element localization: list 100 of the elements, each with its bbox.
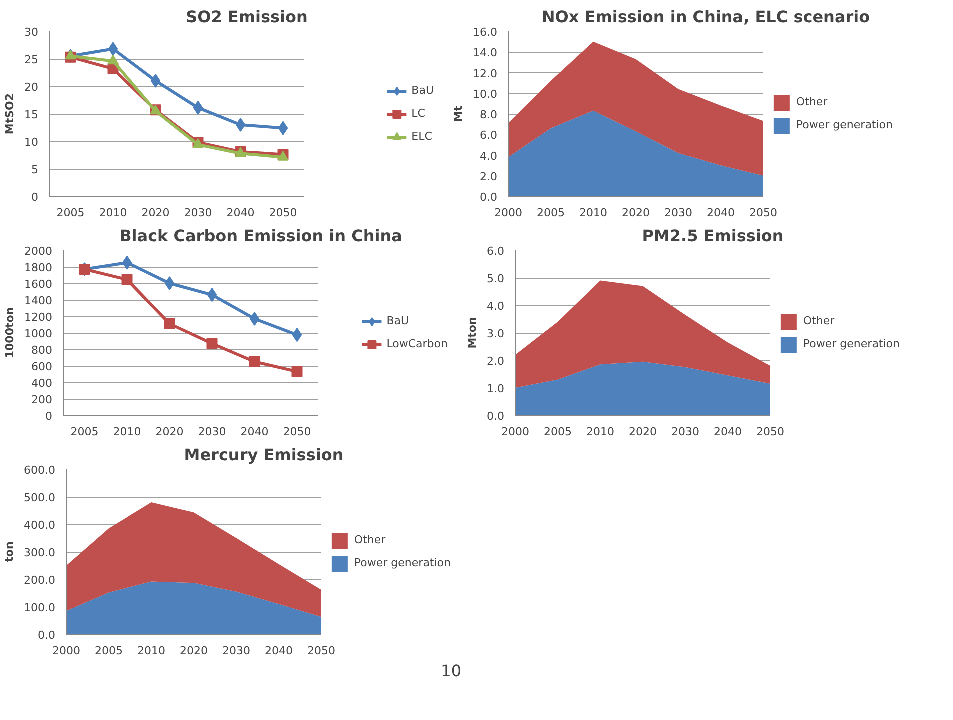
y-tick-label: 2000 (24, 245, 53, 258)
x-tick-label: 2020 (156, 426, 184, 438)
point (249, 356, 260, 368)
x-tick-label: 2040 (714, 426, 742, 438)
legend-label: Power generation (803, 338, 900, 350)
y-tick-label: 15 (24, 108, 39, 122)
y-tick-label: 2.0 (480, 170, 498, 184)
x-tick-label: 2030 (222, 644, 251, 658)
x-tick-label: 2040 (707, 206, 736, 220)
y-tick-label: 600.0 (24, 464, 56, 477)
x-tick-label: 2020 (142, 206, 170, 220)
x-tick-label: 2050 (756, 426, 785, 438)
y-tick-label: 0.0 (38, 629, 56, 642)
x-tick-label: 2010 (99, 206, 128, 220)
x-tick-label: 2010 (138, 644, 166, 658)
y-axis-title: MtSO2 (4, 93, 17, 135)
y-tick-label: 600 (32, 360, 53, 374)
legend-label: LowCarbon (386, 338, 448, 350)
y-tick-label: 8.0 (480, 108, 498, 122)
x-tick-label: 2030 (184, 206, 212, 220)
y-tick-label: 200.0 (24, 574, 56, 587)
y-tick-label: 0.0 (487, 410, 505, 423)
y-tick-label: 20 (24, 81, 39, 94)
y-tick-label: 4.0 (487, 300, 505, 313)
point (292, 328, 302, 342)
chart-title: Mercury Emission (184, 446, 344, 464)
x-tick-label: 2005 (70, 426, 99, 438)
y-axis-title: 1000ton (4, 307, 17, 359)
y-tick-label: 4.0 (480, 150, 498, 163)
y-tick-label: 300.0 (24, 546, 56, 560)
y-tick-label: 1600 (24, 278, 53, 291)
chart-title: NOx Emission in China, ELC scenario (542, 8, 870, 26)
legend-label: Other (803, 314, 835, 328)
y-tick-label: 5 (32, 164, 38, 176)
point (65, 50, 76, 60)
point (207, 288, 218, 302)
text: 10 (441, 662, 462, 680)
y-tick-label: 100.0 (24, 602, 56, 614)
x-tick-label: 2040 (226, 206, 255, 220)
x-tick-label: 2000 (52, 644, 81, 658)
point (236, 118, 246, 132)
x-tick-label: 2020 (180, 644, 208, 658)
point (108, 54, 119, 65)
legend-label: Other (796, 96, 828, 108)
x-tick-label: 2030 (198, 426, 226, 438)
point (108, 42, 118, 56)
y-tick-label: 1.0 (487, 382, 505, 396)
y-tick-label: 0 (46, 410, 52, 423)
x-tick-label: 2040 (265, 644, 294, 658)
legend-label: Other (354, 534, 386, 546)
y-tick-label: 6.0 (487, 245, 505, 258)
y-tick-label: 400.0 (24, 519, 56, 532)
x-tick-label: 2020 (629, 426, 658, 438)
y-tick-label: 25 (24, 54, 39, 66)
y-tick-label: 1800 (24, 262, 53, 274)
legend-label: ELC (412, 130, 432, 143)
y-tick-label: 6.0 (480, 129, 498, 142)
x-tick-label: 2050 (308, 644, 336, 658)
y-tick-label: 500.0 (24, 492, 56, 504)
point (250, 312, 260, 326)
y-tick-label: 1000 (24, 328, 53, 340)
y-tick-label: 30 (24, 26, 39, 39)
y-tick-label: 3.0 (487, 328, 505, 340)
x-tick-label: 2000 (502, 426, 530, 438)
y-axis-title: ton (3, 542, 16, 562)
y-tick-label: 400 (32, 377, 53, 390)
point (292, 366, 303, 378)
y-tick-label: 14.0 (473, 46, 498, 60)
y-tick-label: 800 (32, 344, 53, 357)
x-tick-label: 2030 (664, 206, 693, 220)
x-tick-label: 2005 (544, 426, 572, 438)
y-tick-label: 5.0 (487, 272, 505, 286)
y-tick-label: 16.0 (473, 26, 498, 39)
y-tick-label: 12.0 (473, 67, 498, 80)
point (278, 121, 288, 136)
legend-label: Power generation (796, 118, 893, 132)
x-tick-label: 2005 (95, 644, 124, 658)
y-tick-label: 1200 (24, 311, 53, 324)
x-tick-label: 2010 (580, 206, 608, 220)
x-tick-label: 2020 (622, 206, 650, 220)
x-tick-label: 2040 (240, 426, 269, 438)
x-tick-label: 2010 (586, 426, 615, 438)
point (122, 274, 133, 286)
y-tick-label: 0 (32, 191, 38, 204)
point (122, 256, 132, 270)
point (164, 318, 176, 330)
chart-title: SO2 Emission (186, 8, 308, 26)
y-tick-label: 200 (32, 394, 53, 406)
y-tick-label: 10.0 (473, 88, 498, 101)
x-tick-label: 2030 (672, 426, 700, 438)
chart-title: Black Carbon Emission in China (120, 226, 402, 246)
x-tick-label: 2010 (113, 426, 142, 438)
y-tick-label: 10 (24, 136, 39, 149)
legend-label: BaU (386, 314, 410, 328)
y-tick-label: 2.0 (487, 355, 505, 368)
x-tick-label: 2050 (283, 426, 312, 438)
legend-label: LC (412, 107, 426, 120)
y-tick-label: 1400 (24, 294, 53, 308)
y-axis-title: Mt (452, 106, 466, 122)
chart-title: PM2.5 Emission (642, 226, 784, 246)
